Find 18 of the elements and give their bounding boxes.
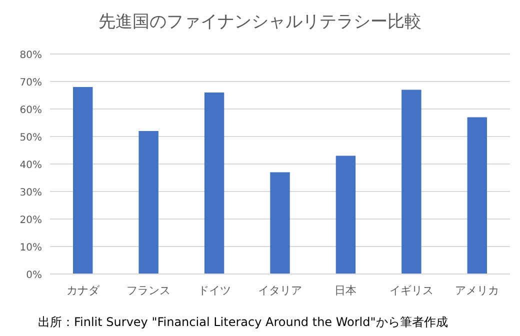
ytick: 60% <box>20 105 42 116</box>
xtick: イタリア <box>258 284 302 297</box>
xtick: カナダ <box>66 284 100 297</box>
title: 先進国のファイナンシャルリテラシー比較 <box>98 12 422 32</box>
xtick: ドイツ <box>198 284 231 297</box>
ytick: 40% <box>20 160 42 171</box>
xtick: アメリカ <box>455 284 500 297</box>
ytick: 80% <box>20 50 42 61</box>
ytick: 20% <box>20 215 42 226</box>
annotation: 出所：Finlit Survey "Financial Literacy Around the World"から筆者作成 <box>38 315 448 329</box>
ytick: 0% <box>26 270 42 281</box>
xtick: フランス <box>126 284 171 297</box>
ytick: 10% <box>20 242 42 254</box>
ytick: 30% <box>20 188 42 198</box>
xtick: 日本 <box>334 284 357 297</box>
ytick: 70% <box>20 78 42 88</box>
ytick: 50% <box>20 132 42 144</box>
xtick: イギリス <box>389 284 434 297</box>
